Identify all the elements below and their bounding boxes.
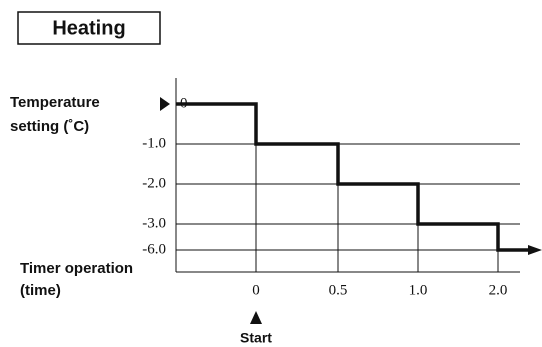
title-box (17, 11, 161, 45)
y-tick-label: 0 (180, 95, 188, 111)
y-tick-label: -3.0 (142, 215, 166, 231)
arrow-head (528, 245, 542, 255)
step-line (176, 102, 530, 252)
pointer (160, 97, 170, 111)
x-tick-label: 1.0 (409, 282, 428, 298)
y-tick-label: -1.0 (142, 135, 166, 151)
x-axis-label: Timer operation (20, 260, 133, 277)
y-axis-label: Temperature (10, 94, 100, 111)
start-marker (250, 311, 262, 324)
x-tick-label: 2.0 (489, 282, 508, 298)
y-axis-label: setting (˚C) (10, 118, 89, 135)
x-tick-label: 0 (252, 282, 260, 298)
title: Heating (52, 17, 125, 39)
y-tick-label: -6.0 (142, 241, 166, 257)
x-tick-label: 0.5 (329, 282, 348, 298)
x-axis-label: (time) (20, 282, 61, 299)
start-label: Start (240, 330, 272, 346)
y-tick-label: -2.0 (142, 175, 166, 191)
